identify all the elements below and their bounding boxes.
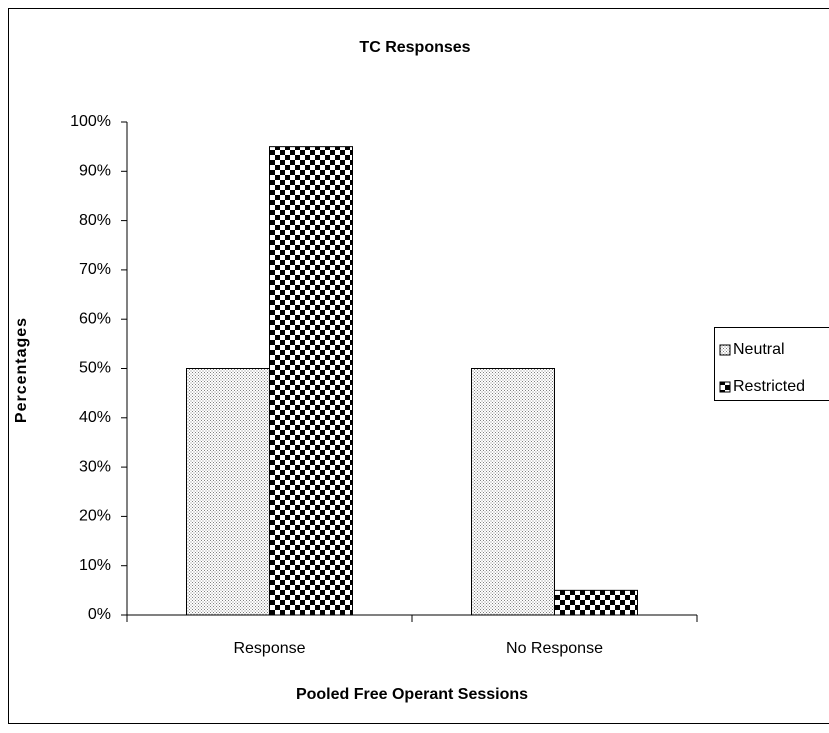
- y-tick-label: 20%: [79, 508, 111, 525]
- y-tick-label: 50%: [79, 360, 111, 377]
- y-tick-label: 100%: [70, 113, 111, 130]
- y-tick-label: 90%: [79, 163, 111, 180]
- y-tick-label: 40%: [79, 409, 111, 426]
- bar: [471, 368, 555, 616]
- y-tick-label: 10%: [79, 557, 111, 574]
- y-tick-label: 30%: [79, 458, 111, 475]
- x-tick-label: No Response: [506, 640, 603, 657]
- legend-swatch: [719, 344, 731, 356]
- bar: [269, 146, 353, 616]
- chart-title: TC Responses: [359, 39, 470, 56]
- y-tick-label: 60%: [79, 310, 111, 327]
- y-tick-label: 80%: [79, 212, 111, 229]
- y-tick-label: 0%: [88, 606, 111, 623]
- legend-label: Restricted: [733, 378, 805, 395]
- legend-box: [714, 327, 829, 401]
- x-axis-label: Pooled Free Operant Sessions: [296, 686, 528, 703]
- bar: [554, 589, 638, 616]
- x-tick-label: Response: [233, 640, 305, 657]
- legend-label: Neutral: [733, 341, 785, 358]
- chart-border: [8, 8, 829, 724]
- legend-swatch: [719, 381, 731, 393]
- y-axis-label: Percentages: [13, 317, 30, 423]
- bar: [186, 368, 270, 616]
- y-tick-label: 70%: [79, 261, 111, 278]
